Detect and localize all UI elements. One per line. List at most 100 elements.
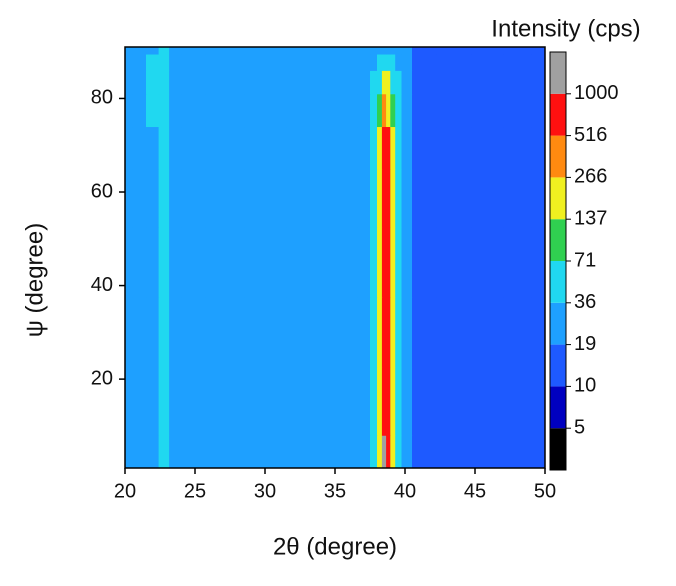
contour-cell <box>412 227 437 298</box>
contour-cell <box>205 367 245 436</box>
contour-cell <box>158 93 170 128</box>
contour-cell <box>381 126 387 170</box>
contour-cell <box>169 70 182 95</box>
x-tick-label: 50 <box>534 480 556 502</box>
contour-cell <box>386 93 391 128</box>
axes: 20 25 30 35 40 45 50 20 40 60 80 5 10 19 36 71 137 266 516… <box>91 46 619 502</box>
contour-cell <box>377 435 383 469</box>
contour-cell <box>531 47 546 55</box>
contour-cell <box>390 297 396 368</box>
contour-cell <box>370 168 378 228</box>
contour-cell <box>401 93 413 128</box>
contour-cell <box>471 435 504 469</box>
y-tick-label: 20 <box>91 367 113 389</box>
contour-cell <box>169 168 182 228</box>
contour-cell <box>370 367 378 436</box>
contour-cell <box>357 54 371 71</box>
contour-cell <box>125 297 133 368</box>
colorbar-band <box>550 177 566 220</box>
contour-cell <box>205 70 245 95</box>
contour-cell <box>386 54 391 71</box>
contour-cell <box>125 126 133 170</box>
x-tick-label: 35 <box>324 480 346 502</box>
contour-cell <box>181 93 206 128</box>
contour-cell <box>370 297 378 368</box>
contour-cell <box>357 435 371 469</box>
contour-cell <box>125 435 133 469</box>
contour-cell <box>181 126 206 170</box>
contour-cell <box>286 47 329 55</box>
x-tick-label: 25 <box>184 480 206 502</box>
contour-cell <box>401 168 413 228</box>
contour-cell <box>146 227 160 298</box>
contour-cell <box>328 168 358 228</box>
contour-cell <box>205 54 245 71</box>
contour-cell <box>436 126 472 170</box>
contour-cell <box>471 47 504 55</box>
contour-cell <box>205 93 245 128</box>
contour-cell <box>328 47 358 55</box>
contour-cell <box>381 367 387 436</box>
contour-cell <box>132 93 147 128</box>
contour-cell <box>357 93 371 128</box>
contour-cell <box>158 168 170 228</box>
colorbar-band <box>550 386 566 429</box>
contour-cell <box>357 126 371 170</box>
contour-cell <box>132 297 147 368</box>
contour-cell <box>132 70 147 95</box>
contour-cell <box>244 297 287 368</box>
contour-cell <box>390 126 396 170</box>
contour-cell <box>401 126 413 170</box>
colorbar-band <box>550 219 566 261</box>
contour-cell <box>401 435 413 469</box>
colorbar-label: 36 <box>574 291 596 313</box>
colorbar-title: Intensity (cps) <box>491 15 640 42</box>
contour-cell <box>471 54 504 71</box>
contour-cell <box>531 54 546 71</box>
contour-map <box>125 47 546 469</box>
contour-cell <box>357 367 371 436</box>
contour-cell <box>146 367 160 436</box>
contour-cell <box>132 126 147 170</box>
contour-cell <box>531 435 546 469</box>
contour-cell <box>244 47 287 55</box>
contour-cell <box>381 168 387 228</box>
contour-cell <box>158 297 170 368</box>
contour-cell <box>158 435 170 469</box>
contour-cell <box>395 93 402 128</box>
contour-cell <box>390 367 396 436</box>
contour-cell <box>205 126 245 170</box>
colorbar-band <box>550 261 566 303</box>
contour-cell <box>244 93 287 128</box>
y-tick-label: 40 <box>91 274 113 296</box>
contour-cell <box>401 70 413 95</box>
contour-cell <box>395 47 402 55</box>
contour-cell <box>125 70 133 95</box>
contour-cell <box>412 126 437 170</box>
contour-cell <box>395 70 402 95</box>
contour-cell <box>169 93 182 128</box>
contour-cell <box>181 70 206 95</box>
contour-cell <box>205 227 245 298</box>
contour-cell <box>531 93 546 128</box>
contour-cell <box>401 367 413 436</box>
colorbar-label: 266 <box>574 166 607 188</box>
contour-cell <box>286 227 329 298</box>
contour-cell <box>286 93 329 128</box>
contour-cell <box>286 435 329 469</box>
contour-cell <box>503 70 532 95</box>
contour-cell <box>471 367 504 436</box>
colorbar-band <box>550 52 566 94</box>
contour-cell <box>377 367 383 436</box>
colorbar-label: 1000 <box>574 82 619 104</box>
contour-cell <box>125 54 133 71</box>
contour-cell <box>386 70 391 95</box>
contour-cell <box>412 93 437 128</box>
contour-cell <box>531 168 546 228</box>
contour-cell <box>244 70 287 95</box>
x-axis-label: 2θ (degree) <box>273 533 397 560</box>
contour-cell <box>146 435 160 469</box>
contour-cell <box>377 54 383 71</box>
contour-cell <box>390 93 396 128</box>
